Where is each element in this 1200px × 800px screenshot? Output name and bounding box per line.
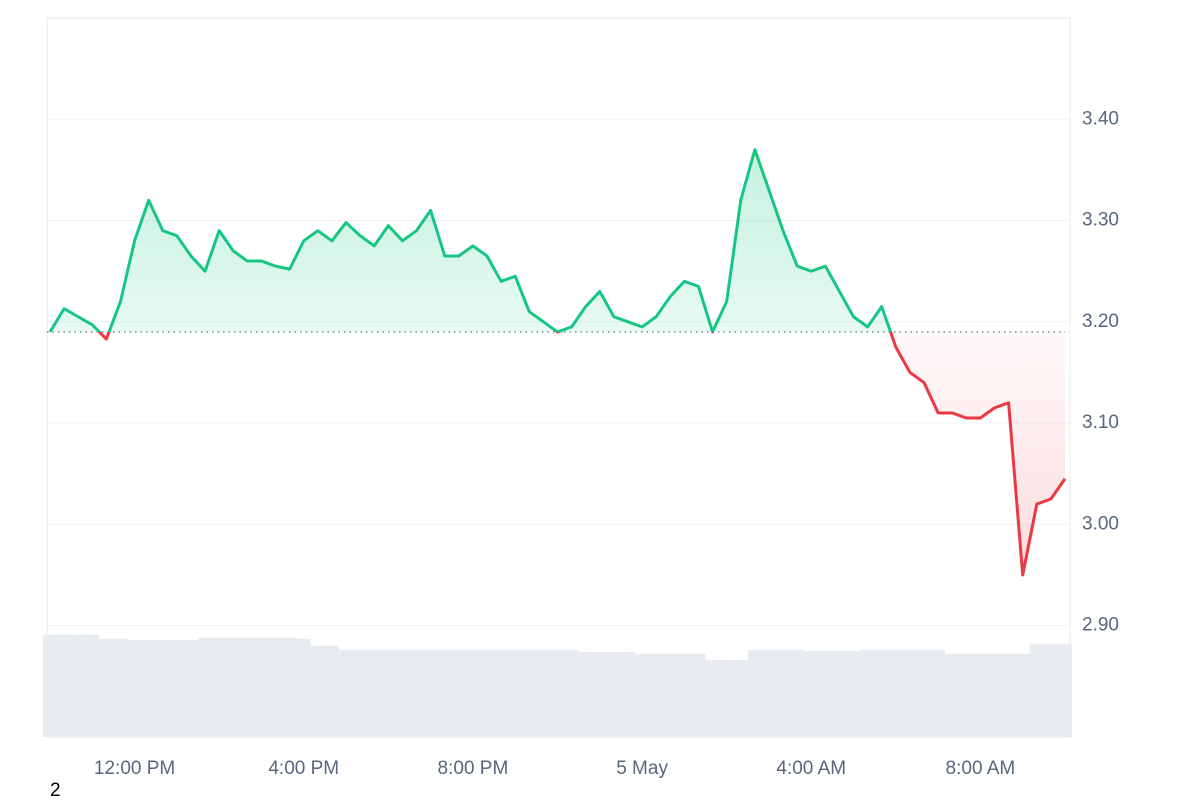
volume-bar [832,650,847,737]
volume-bar [578,651,593,737]
volume-bar [776,649,791,737]
volume-bar [761,649,777,737]
volume-bar [1043,643,1058,737]
volume-bar [818,650,833,737]
volume-bar [479,649,495,737]
volume-bar [663,653,678,737]
volume-bar [310,645,325,737]
x-tick-label: 4:00 AM [776,758,846,779]
volume-bar [268,637,283,737]
volume-bar [71,634,86,737]
volume-bar [465,649,480,737]
volume-bar [141,639,156,737]
volume-bar [874,649,889,737]
volume-bar [945,653,960,737]
volume-bar [508,649,523,737]
volume-bar [902,649,917,737]
volume-bar [536,649,551,737]
volume-bar [846,650,861,737]
grid-layer [47,118,1070,627]
x-tick-label: 4:00 PM [268,758,339,779]
volume-bar [987,653,1002,737]
volume-bar [564,649,579,737]
volume-bar [338,649,354,737]
volume-bar [719,660,734,737]
y-tick-label: 3.00 [1082,513,1119,534]
x-tick-label: 5 May [616,758,668,779]
y-tick-label: 2.90 [1082,615,1119,636]
volume-bar [1029,643,1044,737]
price-area [50,149,1065,575]
volume-bar [42,634,58,737]
volume-bar [649,653,664,737]
volume-bar [522,649,537,737]
volume-bar [198,637,213,737]
volume-bar [240,637,255,737]
volume-bar [127,639,142,737]
volume-bar [381,649,396,737]
volume-bar [606,651,621,737]
volume-bar [931,649,946,737]
volume-bar [973,653,988,737]
volume-bar [409,649,424,737]
volume-bar [733,660,748,737]
volume-bar [155,639,170,737]
volume-bar [1001,653,1016,737]
volume-bar [888,649,903,737]
volume-bar [99,638,114,737]
volume-bar [395,649,410,737]
x-tick-label: 8:00 PM [438,758,509,779]
volume-bar [254,637,269,737]
volume-bar [916,649,932,737]
volume-bar [324,645,339,737]
volume-bar [691,653,706,737]
volume-bar [437,649,452,737]
volume-bar [677,653,692,737]
volume-bar [592,651,607,737]
volume-bar [169,639,184,737]
y-tick-label: 3.10 [1082,412,1119,433]
price-line [48,148,1067,577]
volume-bar [113,638,128,737]
plot-frame [46,17,1071,738]
volume-bar [423,649,438,737]
volume-bar [635,653,650,737]
y-tick-label: 3.40 [1082,108,1119,129]
volume-bar [550,649,565,737]
volume-bar [226,637,241,737]
volume-bar [959,653,974,737]
volume-bar [367,649,382,737]
volume-bar [747,649,762,737]
volume-bar [494,649,509,737]
volume-bar [212,637,227,737]
volume-bar [790,649,805,737]
volume-bar [183,639,199,737]
volume-bar [57,634,72,737]
x-tick-label: 12:00 PM [94,758,175,779]
volume-bar [1057,643,1073,737]
y-tick-label: 3.20 [1082,311,1119,332]
volume-bar [353,649,368,737]
volume-bar [296,638,311,737]
volume-layer [42,634,1073,737]
volume-bar [804,650,819,737]
volume-bar [705,660,720,737]
volume-bar [451,649,466,737]
volume-bar [860,649,875,737]
x-tick-label: 8:00 AM [946,758,1016,779]
volume-bar [1015,653,1030,737]
footnote: 2 [50,780,61,800]
volume-bar [620,651,636,737]
volume-bar [282,637,297,737]
volume-bar [85,634,100,737]
y-tick-label: 3.30 [1082,210,1119,231]
